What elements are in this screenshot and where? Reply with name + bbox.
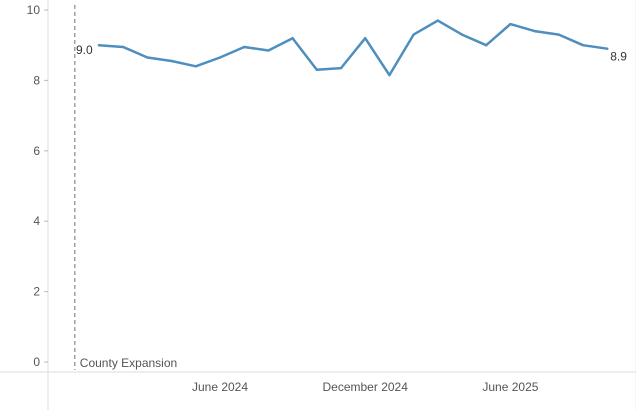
data-point (485, 44, 488, 47)
series-line (97, 19, 609, 77)
data-point (364, 36, 367, 40)
data-point (122, 45, 125, 49)
x-tick-label: June 2024 (192, 380, 248, 394)
y-tick-label: 10 (27, 3, 41, 17)
data-point (339, 66, 343, 70)
reference-line-label: County Expansion (80, 356, 177, 370)
data-point (606, 47, 609, 50)
y-axis-ticks: 0 2 4 6 8 10 (27, 3, 48, 369)
x-axis-ticks: June 2024 December 2024 June 2025 (192, 380, 539, 394)
end-value-label: 8.9 (610, 50, 627, 64)
data-point (460, 33, 464, 36)
data-point (291, 36, 294, 40)
series-points (97, 19, 609, 77)
data-point (194, 65, 197, 68)
data-point (533, 29, 536, 33)
x-tick-label: December 2024 (323, 380, 409, 394)
y-tick-label: 4 (33, 214, 40, 228)
y-tick-label: 8 (33, 73, 40, 87)
data-point (218, 56, 222, 59)
data-point (388, 73, 391, 77)
data-point (581, 44, 585, 47)
data-point (315, 68, 318, 72)
data-point (412, 33, 415, 36)
data-point (267, 49, 270, 52)
y-tick-label: 0 (33, 355, 40, 369)
y-tick-label: 6 (33, 144, 40, 158)
data-point (146, 56, 149, 59)
data-point (509, 22, 512, 26)
data-point (557, 33, 560, 36)
y-tick-label: 2 (33, 285, 40, 299)
data-point (243, 45, 246, 49)
data-point (436, 19, 439, 22)
data-point (170, 59, 173, 63)
start-value-label: 9.0 (76, 43, 93, 57)
x-tick-label: June 2025 (482, 380, 538, 394)
data-point (97, 44, 101, 47)
